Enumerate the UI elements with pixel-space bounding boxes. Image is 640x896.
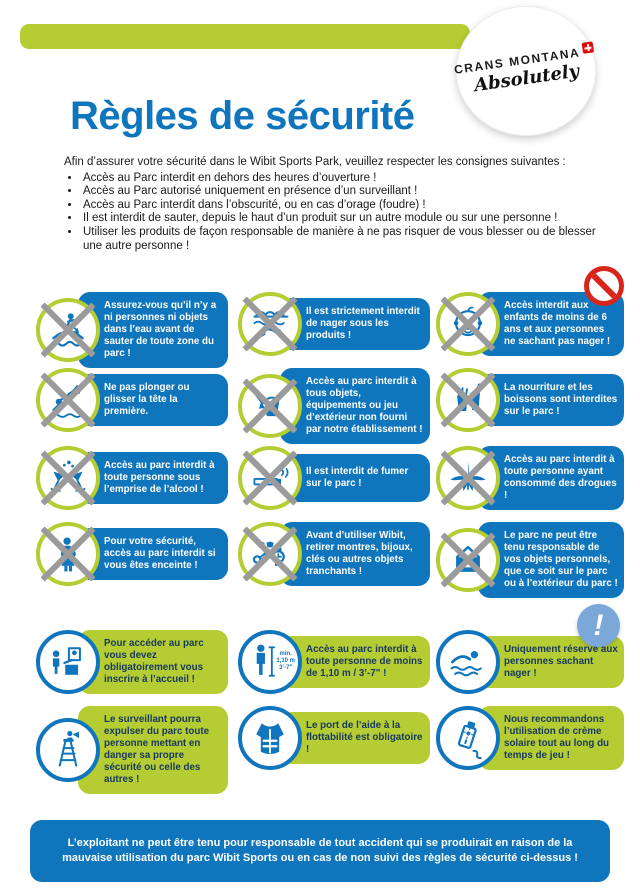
rule-cell: Il est interdit de fumer sur le parc ! bbox=[238, 446, 430, 510]
rule-text: Avant d’utiliser Wibit, retirer montres,… bbox=[306, 530, 413, 577]
no-swimming-under-products-icon bbox=[238, 292, 302, 356]
page-title: Règles de sécurité bbox=[70, 94, 415, 138]
rule-text: Accès interdit aux enfants de moins de 6… bbox=[504, 300, 611, 347]
crans-montana-logo: CRANS MONTANA Absolutely bbox=[454, 6, 596, 136]
rule-text: Le surveillant pourra expulser du parc t… bbox=[104, 714, 210, 785]
rule-cell: Accès au parc interdit à toute personne … bbox=[436, 446, 624, 510]
no-diving-icon bbox=[36, 368, 100, 432]
rule-cell: Le parc ne peut être tenu responsable de… bbox=[436, 522, 624, 598]
rule-text: Le parc ne peut être tenu responsable de… bbox=[504, 530, 618, 589]
rule-bubble: Pour accéder au parc vous devez obligato… bbox=[78, 630, 228, 694]
rule-text: La nourriture et les boissons sont inter… bbox=[504, 382, 618, 417]
rule-cell: min. 1,10 m 3’-7" Accès au parc interdit… bbox=[238, 630, 430, 694]
intro-bullet: Accès au Parc interdit en dehors des heu… bbox=[81, 172, 612, 186]
rule-bubble: Le parc ne peut être tenu responsable de… bbox=[478, 522, 624, 598]
rule-text: Ne pas plonger ou glisser la tête la pre… bbox=[104, 382, 190, 417]
swiss-flag-icon bbox=[582, 41, 595, 54]
rule-cell: Accès au parc interdit à tous objets, éq… bbox=[238, 368, 430, 444]
footer-disclaimer: L’exploitant ne peut être tenu pour resp… bbox=[30, 820, 610, 882]
rule-bubble: Avant d’utiliser Wibit, retirer montres,… bbox=[280, 522, 430, 586]
life-vest-icon bbox=[238, 706, 302, 770]
sunscreen-icon bbox=[436, 706, 500, 770]
rule-text: Accès au parc interdit à tous objets, éq… bbox=[306, 376, 423, 435]
intro-bullet: Utiliser les produits de façon responsab… bbox=[81, 226, 612, 253]
rule-bubble: Pour votre sécurité, accès au parc inter… bbox=[78, 528, 228, 580]
swimmer-icon bbox=[436, 630, 500, 694]
rule-bubble: Nous recommandons l’utilisation de crème… bbox=[478, 706, 624, 770]
rule-text: Uniquement réservé aux personnes sachant… bbox=[504, 644, 618, 679]
intro-bullet: Accès au Parc autorisé uniquement en pré… bbox=[81, 185, 612, 199]
rule-cell: Assurez-vous qu’il n’y a ni personnes ni… bbox=[36, 292, 228, 368]
intro-bullet: Accès au Parc interdit dans l’obscurité,… bbox=[81, 199, 612, 213]
rule-cell: Le port de l’aide à la flottabilité est … bbox=[238, 706, 430, 770]
rule-bubble: Le surveillant pourra expulser du parc t… bbox=[78, 706, 228, 794]
no-smoking-icon bbox=[238, 446, 302, 510]
intro-lead: Afin d’assurer votre sécurité dans le Wi… bbox=[64, 156, 566, 168]
top-accent-bar bbox=[20, 24, 470, 49]
no-young-children-icon bbox=[436, 292, 500, 356]
rule-text: Nous recommandons l’utilisation de crème… bbox=[504, 714, 610, 761]
lifeguard-icon bbox=[36, 718, 100, 782]
rule-text: Accès au parc interdit à toute personne … bbox=[306, 644, 423, 679]
rule-bubble: Accès au parc interdit à toute personne … bbox=[280, 636, 430, 688]
rule-cell: Il est strictement interdit de nager sou… bbox=[238, 292, 430, 356]
rule-bubble: Le port de l’aide à la flottabilité est … bbox=[280, 712, 430, 764]
minimum-height-icon: min. 1,10 m 3’-7" bbox=[238, 630, 302, 694]
intro-bullet: Il est interdit de sauter, depuis le hau… bbox=[81, 212, 612, 226]
rule-cell: La nourriture et les boissons sont inter… bbox=[436, 368, 624, 432]
rule-bubble: Assurez-vous qu’il n’y a ni personnes ni… bbox=[78, 292, 228, 368]
rule-cell: Nous recommandons l’utilisation de crème… bbox=[436, 706, 624, 770]
rule-bubble: La nourriture et les boissons sont inter… bbox=[478, 374, 624, 426]
rule-bubble: Accès au parc interdit à toute personne … bbox=[478, 446, 624, 510]
rule-cell: Pour votre sécurité, accès au parc inter… bbox=[36, 522, 228, 586]
rule-text: Pour votre sécurité, accès au parc inter… bbox=[104, 536, 216, 571]
rule-bubble: Accès au parc interdit à tous objets, éq… bbox=[280, 368, 430, 444]
rule-bubble: Il est interdit de fumer sur le parc ! bbox=[280, 454, 430, 502]
rule-cell: Ne pas plonger ou glisser la tête la pre… bbox=[36, 368, 228, 432]
rule-text: Le port de l’aide à la flottabilité est … bbox=[306, 720, 423, 755]
reception-registration-icon bbox=[36, 630, 100, 694]
no-drugs-icon bbox=[436, 446, 500, 510]
rule-text: Accès au parc interdit à toute personne … bbox=[504, 454, 617, 501]
no-food-drinks-icon bbox=[436, 368, 500, 432]
rule-cell: Avant d’utiliser Wibit, retirer montres,… bbox=[238, 522, 430, 586]
rule-text: Pour accéder au parc vous devez obligato… bbox=[104, 638, 204, 685]
rule-text: Accès au parc interdit à toute personne … bbox=[104, 460, 215, 495]
footer-text: L’exploitant ne peut être tenu pour resp… bbox=[62, 837, 578, 864]
rule-bubble: Ne pas plonger ou glisser la tête la pre… bbox=[78, 374, 228, 426]
intro-block: Afin d’assurer votre sécurité dans le Wi… bbox=[64, 156, 612, 253]
rule-cell: Pour accéder au parc vous devez obligato… bbox=[36, 630, 228, 694]
no-personal-objects-liability-icon bbox=[436, 528, 500, 592]
rule-cell: Accès au parc interdit à toute personne … bbox=[36, 446, 228, 510]
no-jumping-on-people-icon bbox=[36, 298, 100, 362]
rule-cell: Le surveillant pourra expulser du parc t… bbox=[36, 706, 228, 794]
rule-text: Assurez-vous qu’il n’y a ni personnes ni… bbox=[104, 300, 217, 359]
no-outside-equipment-icon bbox=[238, 374, 302, 438]
rule-bubble: Il est strictement interdit de nager sou… bbox=[280, 298, 430, 350]
rule-text: Il est interdit de fumer sur le parc ! bbox=[306, 466, 409, 489]
no-alcohol-icon bbox=[36, 446, 100, 510]
intro-bullet-list: Accès au Parc interdit en dehors des heu… bbox=[64, 172, 612, 254]
no-entry-icon bbox=[584, 266, 624, 306]
rule-bubble: Accès au parc interdit à toute personne … bbox=[78, 452, 228, 504]
rule-text: Il est strictement interdit de nager sou… bbox=[306, 306, 420, 341]
attention-icon: ! bbox=[577, 604, 620, 647]
no-valuables-icon bbox=[238, 522, 302, 586]
min-height-label: min. 1,10 m 3’-7" bbox=[276, 651, 295, 671]
no-pregnant-icon bbox=[36, 522, 100, 586]
